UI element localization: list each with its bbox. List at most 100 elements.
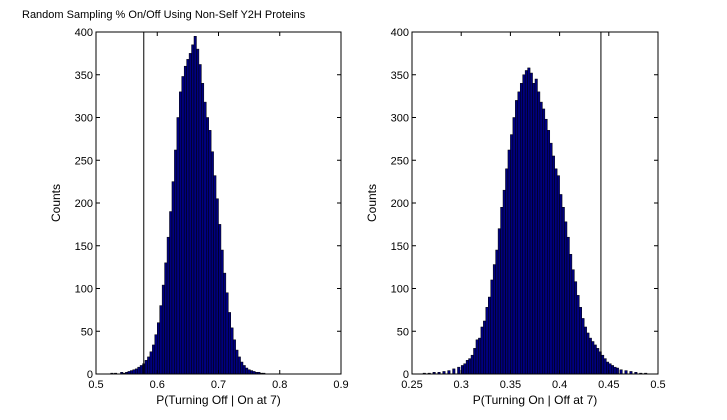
y-tick-label: 100 bbox=[391, 284, 409, 296]
histogram-bar bbox=[556, 175, 560, 375]
histogram-bar bbox=[164, 262, 168, 375]
histogram-bar bbox=[581, 318, 585, 375]
histogram-bar bbox=[149, 351, 153, 375]
histogram-bar bbox=[512, 117, 516, 375]
histogram-bar bbox=[495, 249, 499, 375]
histogram-bar bbox=[510, 134, 514, 375]
histogram-left: 0.5 0.6 0.7 0.8 0.9 0 50 100 150 200 250 300 350 400 P… bbox=[49, 27, 349, 407]
histogram-bar bbox=[457, 366, 461, 375]
histogram-bar bbox=[591, 341, 595, 375]
histogram-bar bbox=[220, 249, 224, 375]
histogram-bar bbox=[139, 365, 143, 375]
histogram-bar bbox=[579, 307, 582, 375]
histogram-bar bbox=[576, 295, 580, 375]
x-tick-label: 0.25 bbox=[401, 379, 422, 391]
y-tick-label: 50 bbox=[81, 326, 93, 338]
x-tick-label: 0.9 bbox=[333, 379, 348, 391]
histogram-bar bbox=[240, 361, 244, 375]
histogram-bar bbox=[505, 168, 509, 375]
histogram-bar bbox=[500, 207, 504, 375]
histogram-bar bbox=[561, 207, 565, 375]
histogram-bar bbox=[447, 370, 451, 375]
histogram-bar bbox=[213, 175, 217, 375]
histogram-bar bbox=[159, 305, 163, 375]
histogram-bar bbox=[554, 168, 558, 375]
x-tick-label: 0.3 bbox=[454, 379, 469, 391]
histogram-bar bbox=[208, 130, 212, 375]
histogram-bar bbox=[619, 369, 623, 375]
y-tick-label: 0 bbox=[87, 369, 93, 381]
histogram-bar bbox=[174, 149, 178, 375]
x-tick-label: 0.8 bbox=[272, 379, 287, 391]
histogram-bar bbox=[169, 211, 173, 375]
histogram-bar bbox=[549, 142, 553, 375]
histogram-bar bbox=[237, 356, 241, 375]
y-tick-label: 400 bbox=[75, 27, 93, 39]
histogram-bar bbox=[544, 118, 548, 375]
histogram-bar bbox=[586, 332, 590, 375]
histogram-bar bbox=[245, 367, 249, 375]
histogram-bar bbox=[161, 284, 165, 375]
histogram-bar bbox=[463, 363, 467, 375]
x-axis-label: P(Turning On | Off at 7) bbox=[473, 393, 598, 407]
histogram-bar bbox=[157, 322, 160, 375]
x-tick-label: 0.5 bbox=[650, 379, 665, 391]
histogram-bar bbox=[215, 198, 219, 375]
histogram-bar bbox=[483, 320, 487, 375]
histogram-bar bbox=[230, 327, 234, 375]
histogram-right: 0.25 0.3 0.35 0.4 0.45 0.5 0 50 100 150 200 250 300 3… bbox=[365, 27, 666, 407]
histogram-bar bbox=[193, 36, 197, 375]
histogram-bar bbox=[176, 117, 180, 375]
histogram-bar bbox=[547, 130, 551, 375]
histogram-bar bbox=[537, 91, 541, 375]
histogram-bar bbox=[564, 221, 568, 375]
histogram-bar bbox=[519, 83, 523, 375]
y-tick-label: 250 bbox=[391, 155, 409, 167]
histogram-bar bbox=[542, 108, 546, 375]
histogram-bar bbox=[566, 236, 570, 375]
histogram-bar bbox=[188, 53, 192, 375]
histogram-bar bbox=[198, 64, 202, 375]
histogram-bar bbox=[603, 358, 607, 375]
histogram-bar bbox=[475, 339, 479, 375]
histogram-bar bbox=[210, 151, 214, 375]
x-tick-label: 0.5 bbox=[88, 379, 103, 391]
histogram-bar bbox=[571, 269, 575, 375]
histogram-bar bbox=[524, 70, 528, 375]
histogram-bar bbox=[228, 312, 232, 375]
y-tick-label: 300 bbox=[75, 113, 93, 125]
histogram-bar bbox=[569, 254, 573, 375]
histogram-bar bbox=[132, 369, 136, 375]
y-tick-label: 100 bbox=[75, 284, 93, 296]
y-axis-label: Counts bbox=[365, 184, 379, 222]
histogram-bar bbox=[515, 100, 519, 375]
y-tick-label: 300 bbox=[391, 113, 409, 125]
histogram-bar bbox=[196, 48, 200, 375]
histogram-bar bbox=[490, 279, 494, 375]
histogram-bar bbox=[134, 368, 138, 375]
histogram-bar bbox=[527, 67, 531, 375]
histogram-bar bbox=[183, 65, 187, 375]
histogram-bar bbox=[130, 370, 134, 375]
histogram-bar bbox=[522, 74, 526, 375]
y-tick-label: 250 bbox=[75, 155, 93, 167]
histogram-bar bbox=[529, 72, 533, 375]
histogram-bar bbox=[179, 91, 183, 375]
histogram-bar bbox=[473, 348, 477, 375]
histogram-bar bbox=[247, 369, 251, 375]
y-tick-label: 150 bbox=[75, 241, 93, 253]
histogram-bar bbox=[478, 337, 482, 375]
x-tick-label: 0.35 bbox=[500, 379, 521, 391]
y-tick-label: 50 bbox=[397, 326, 409, 338]
histogram-bar bbox=[166, 236, 170, 375]
y-tick-label: 0 bbox=[403, 369, 409, 381]
histogram-bar bbox=[232, 339, 236, 375]
histogram-bar bbox=[532, 83, 536, 375]
histogram-bar bbox=[588, 337, 592, 375]
histogram-bar bbox=[206, 117, 209, 375]
histogram-bar bbox=[235, 349, 239, 375]
histogram-bar bbox=[152, 344, 156, 375]
x-tick-label: 0.4 bbox=[552, 379, 567, 391]
histogram-bar bbox=[574, 281, 578, 375]
